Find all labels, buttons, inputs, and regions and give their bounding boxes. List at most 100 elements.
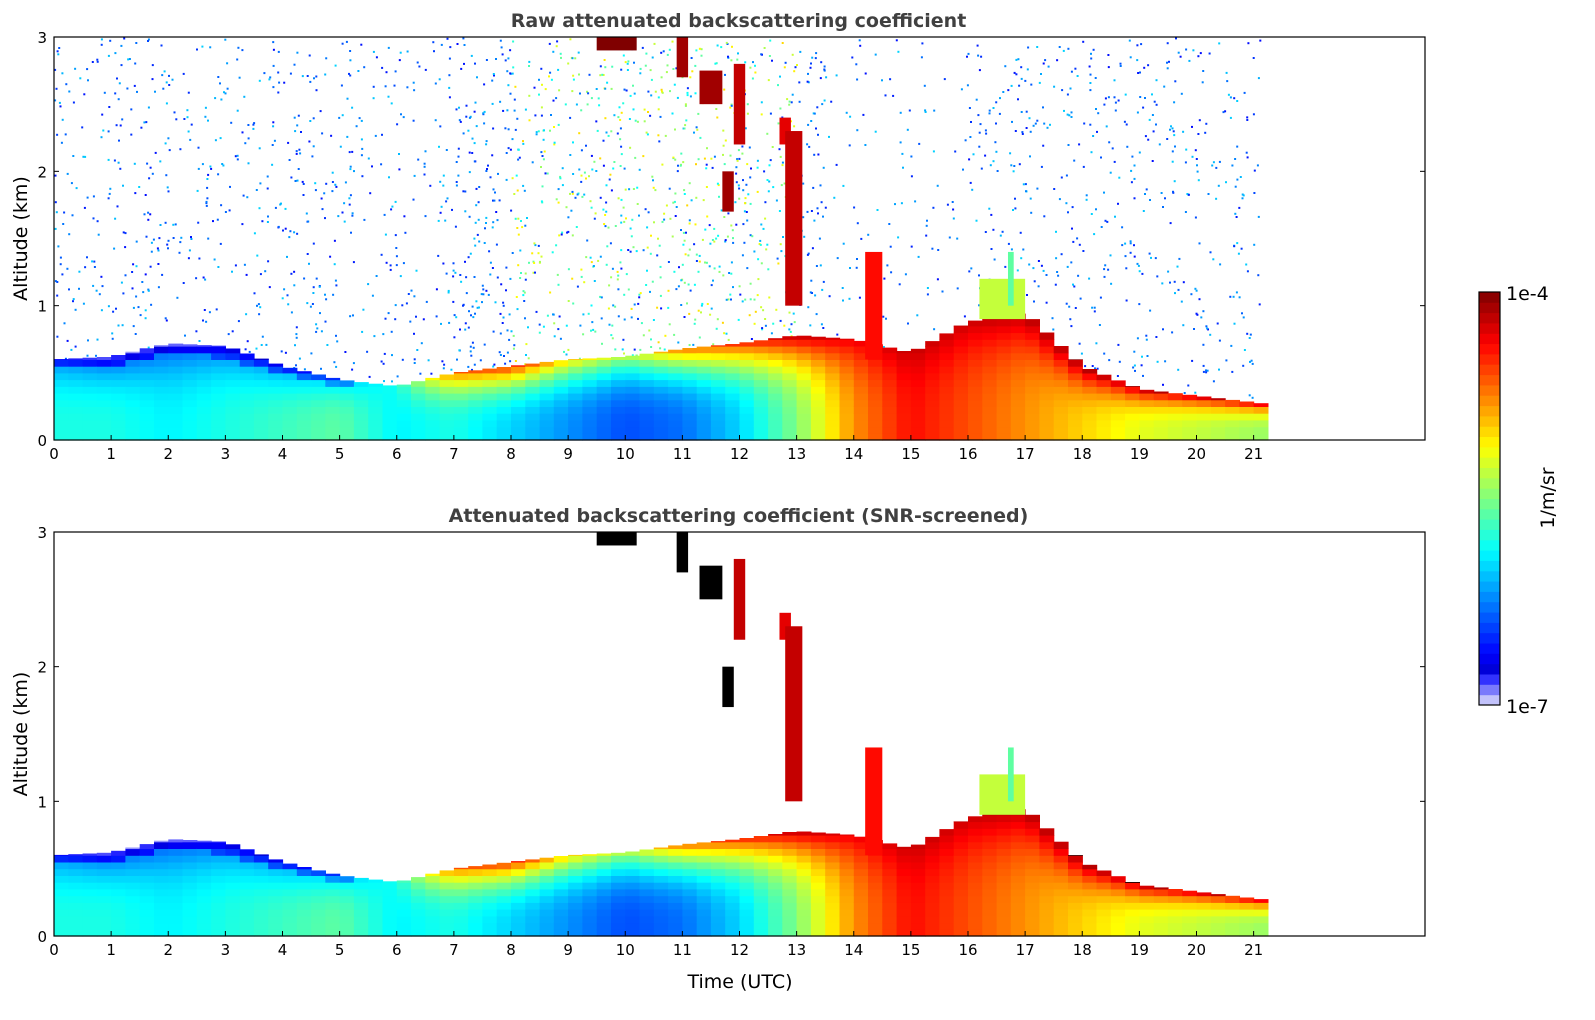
heatmap-cell: [925, 855, 941, 863]
heatmap-cell: [1093, 233, 1096, 236]
heatmap-cell: [635, 354, 638, 357]
heatmap-cell: [325, 433, 341, 441]
heatmap-cell: [753, 848, 769, 856]
heatmap-cell: [668, 406, 683, 414]
heatmap-cell: [925, 888, 941, 897]
heatmap-cell: [468, 433, 484, 441]
heatmap-cell: [1025, 386, 1040, 394]
heatmap-cell: [768, 895, 783, 903]
heatmap-cell: [1029, 130, 1032, 133]
heatmap-cell: [939, 359, 955, 367]
heatmap-cell: [339, 895, 355, 903]
heatmap-cell: [1182, 419, 1198, 428]
heatmap-cell: [753, 386, 769, 394]
heatmap-cell: [639, 875, 655, 883]
heatmap-cell: [107, 54, 110, 57]
heatmap-cell: [206, 178, 209, 180]
heatmap-cell: [296, 895, 312, 903]
heatmap-cell: [996, 339, 1012, 347]
heatmap-cell: [568, 433, 583, 441]
heatmap-cell: [205, 204, 208, 207]
heatmap-cell: [674, 128, 676, 131]
heatmap-cell: [868, 426, 883, 434]
heatmap-cell: [1021, 131, 1024, 134]
heatmap-cell: [158, 237, 161, 240]
heatmap-cell: [953, 915, 969, 924]
heatmap-cell: [353, 922, 369, 930]
heatmap-cell: [509, 277, 512, 280]
heatmap-cell: [766, 179, 769, 181]
heatmap-cell: [653, 399, 669, 407]
heatmap-cell: [483, 110, 486, 113]
heatmap-cell: [1242, 316, 1245, 319]
heatmap-cell: [351, 150, 354, 153]
heatmap-cell: [424, 215, 427, 218]
heatmap-cell: [996, 419, 1012, 428]
heatmap-cell: [117, 161, 120, 164]
heatmap-cell: [396, 902, 412, 910]
heatmap-cell: [68, 433, 84, 441]
heatmap-cell: [511, 177, 514, 180]
heatmap-cell: [682, 399, 698, 407]
heatmap-cell: [439, 374, 455, 381]
heatmap-cell: [715, 62, 718, 65]
heatmap-cell: [596, 426, 612, 434]
heatmap-cell: [925, 915, 941, 924]
heatmap-cell: [625, 406, 641, 414]
heatmap-cell: [725, 861, 741, 870]
heatmap-cell: [1053, 929, 1069, 937]
heatmap-cell: [82, 379, 98, 387]
heatmap-cell: [225, 875, 241, 883]
heatmap-cell: [1225, 399, 1240, 407]
heatmap-cell: [139, 902, 155, 910]
heatmap-cell: [1130, 181, 1133, 184]
heatmap-cell: [896, 419, 912, 428]
heatmap-cell: [722, 129, 725, 132]
heatmap-cell: [82, 895, 98, 903]
heatmap-cell: [481, 301, 483, 304]
heatmap-cell: [425, 426, 441, 434]
heatmap-cell: [1241, 197, 1244, 200]
heatmap-cell: [495, 58, 497, 60]
heatmap-cell: [390, 102, 393, 105]
heatmap-cell: [1196, 170, 1199, 173]
heatmap-cell: [523, 300, 526, 302]
heatmap-cell: [1025, 814, 1040, 823]
heatmap-cell: [688, 344, 691, 346]
heatmap-cell: [590, 329, 592, 332]
heatmap-cell: [440, 43, 443, 46]
heatmap-cell: [522, 142, 525, 145]
heatmap-cell: [1009, 152, 1012, 155]
heatmap-cell: [710, 909, 726, 917]
heatmap-cell: [111, 366, 126, 374]
heatmap-cell: [705, 167, 708, 170]
heatmap-cell: [168, 74, 170, 77]
heatmap-cell: [119, 167, 122, 170]
heatmap-cell: [892, 94, 895, 97]
heatmap-cell: [453, 386, 469, 394]
heatmap-cell: [579, 324, 582, 327]
heatmap-cell: [813, 219, 816, 222]
heatmap-cell: [442, 184, 445, 187]
heatmap-cell: [371, 294, 374, 297]
heatmap-cell: [896, 352, 912, 360]
heatmap-cell: [651, 56, 654, 59]
heatmap-cell: [609, 242, 612, 245]
heatmap-cell: [1136, 337, 1139, 340]
heatmap-cell: [686, 94, 689, 97]
heatmap-cell: [325, 57, 328, 60]
heatmap-cell: [514, 360, 517, 362]
heatmap-cell: [168, 841, 184, 849]
heatmap-cell: [1030, 83, 1033, 86]
heatmap-cell: [1068, 305, 1071, 308]
heatmap-cell: [969, 181, 972, 184]
heatmap-cell: [700, 54, 703, 57]
heatmap-cell: [1173, 101, 1176, 104]
heatmap-cell: [648, 329, 651, 332]
heatmap-cell: [507, 57, 510, 60]
heatmap-cell: [1010, 426, 1026, 434]
heatmap-cell: [713, 227, 716, 230]
heatmap-cell: [1047, 65, 1050, 68]
heatmap-cell: [139, 379, 155, 387]
heatmap-cell: [571, 277, 574, 280]
